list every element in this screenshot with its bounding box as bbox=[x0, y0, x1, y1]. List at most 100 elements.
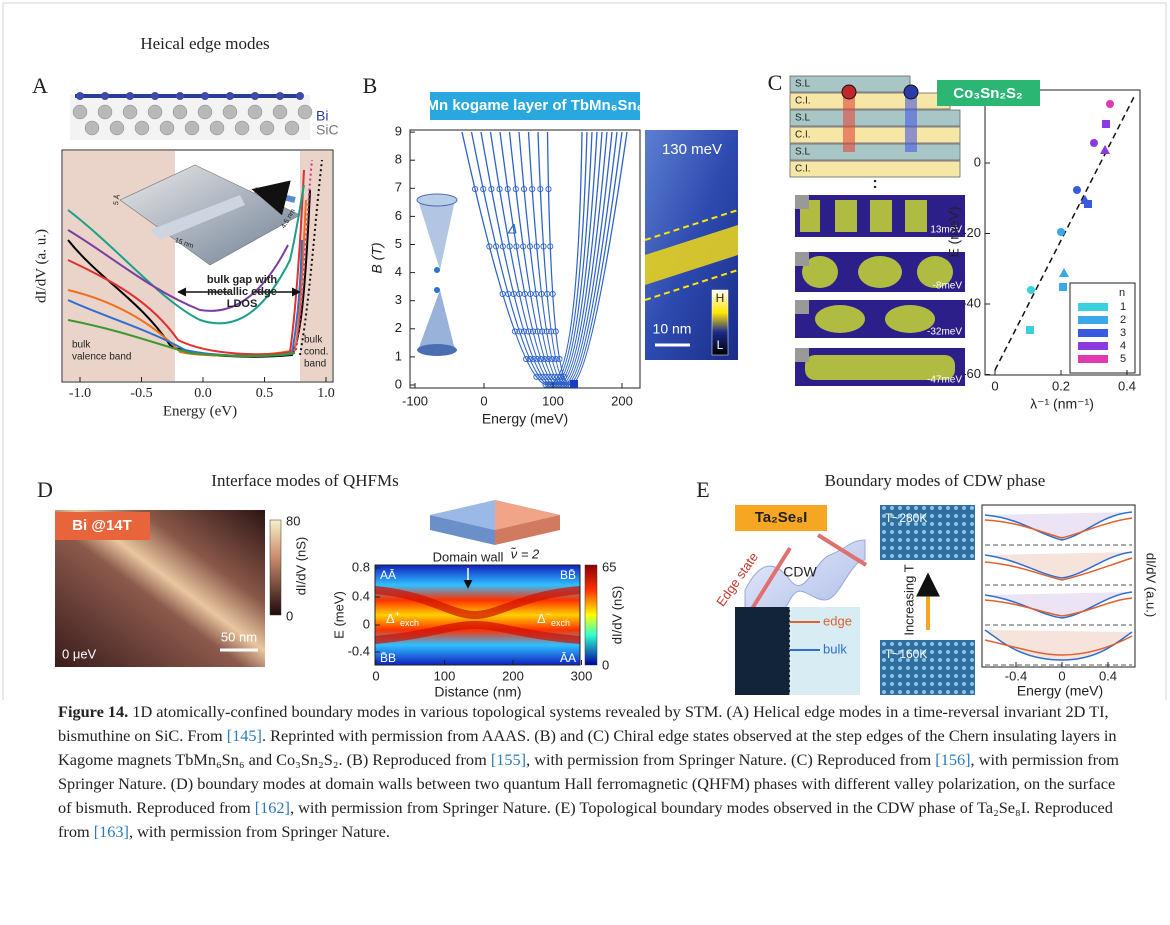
level-point bbox=[557, 373, 564, 380]
panel-a-art-g bbox=[72, 104, 313, 136]
panel-a-art-g-circle bbox=[201, 92, 209, 100]
map-label: -8meV bbox=[933, 281, 963, 292]
level-point bbox=[549, 290, 556, 297]
panel-a-art-g-path bbox=[299, 159, 323, 356]
annotation: LDOS bbox=[227, 298, 258, 310]
caption-ref: [155] bbox=[490, 750, 527, 769]
x-tick-label: 0.5 bbox=[256, 386, 274, 401]
level-point bbox=[493, 243, 500, 250]
panel-c-art-g-rect bbox=[805, 355, 955, 380]
legend-label: 2 bbox=[1120, 314, 1126, 326]
annotation: Domain wall bbox=[433, 549, 504, 564]
colorbar-label: H bbox=[716, 291, 725, 305]
level-point bbox=[548, 328, 555, 335]
panel-c-art-g-circle bbox=[1027, 286, 1035, 294]
figure-frame bbox=[2, 2, 1167, 700]
legend-label: 3 bbox=[1120, 327, 1126, 339]
panel-b-art bbox=[409, 129, 739, 389]
panel-c-art-g-path bbox=[1080, 195, 1090, 204]
level-point bbox=[537, 356, 545, 363]
panel-a-art-g-circle bbox=[76, 92, 84, 100]
level-point bbox=[520, 243, 527, 250]
panel-c-art-path bbox=[994, 94, 1136, 371]
legend-swatch bbox=[1078, 342, 1108, 350]
atom-label: SiC bbox=[316, 122, 339, 138]
panel-c-art-g bbox=[1026, 100, 1114, 334]
panel-a-art-path bbox=[150, 195, 245, 240]
level-point bbox=[549, 356, 556, 363]
panel-a-art-g-circle bbox=[222, 104, 238, 120]
panel-b-art-ellipse bbox=[417, 344, 457, 356]
panel-a-art-g-circle bbox=[126, 92, 134, 100]
panel-a-art-g-circle bbox=[159, 120, 175, 136]
caption-ref: [156] bbox=[935, 750, 971, 769]
x-tick-label: 200 bbox=[502, 668, 524, 683]
legend-title: n bbox=[1119, 287, 1125, 299]
level-point bbox=[520, 186, 528, 193]
panel-b-art-path bbox=[645, 225, 738, 285]
panel-b-art-path bbox=[418, 200, 455, 270]
annotation: CDW bbox=[783, 564, 817, 580]
x-tick-label: 0 bbox=[1058, 668, 1065, 683]
caption-plain: . Reprinted with permission from AAAS. (… bbox=[58, 726, 1117, 769]
panel-a-art-g-circle bbox=[209, 120, 225, 136]
inset-label: 5 Å bbox=[111, 193, 122, 205]
banner bbox=[55, 512, 150, 540]
y-tick-label: 0.8 bbox=[352, 559, 370, 574]
y-tick-label: 0 bbox=[395, 376, 402, 391]
caption-ref: [145] bbox=[226, 726, 262, 745]
gap-part: Δ bbox=[537, 611, 546, 626]
panel-e-art-g bbox=[985, 544, 1132, 666]
panel-a-art-g-circle bbox=[101, 92, 109, 100]
panel-c-art-g-rect bbox=[795, 348, 809, 362]
panel-a-art-g-circle bbox=[147, 104, 163, 120]
legend-swatch bbox=[1078, 355, 1108, 363]
panel-c-art-g-circle bbox=[1106, 100, 1114, 108]
level-point bbox=[488, 186, 495, 193]
legend-swatch bbox=[1078, 329, 1108, 337]
caption-ref: [162] bbox=[254, 798, 290, 817]
panel-c-art-g-rect bbox=[789, 92, 951, 110]
y-tick-label: 1 bbox=[395, 348, 402, 363]
level-point bbox=[534, 328, 541, 335]
x-tick-label: 1.0 bbox=[317, 386, 335, 401]
panel-c-art-g-ellipse bbox=[815, 305, 865, 333]
panel-a-art-g-path bbox=[67, 229, 289, 312]
y-tick-label: 5 bbox=[395, 236, 402, 251]
panel-a-art-g-circle bbox=[197, 104, 213, 120]
panel-letter: C bbox=[768, 70, 783, 95]
level-point bbox=[545, 356, 552, 363]
x-axis-label: λ⁻¹ (nm⁻¹) bbox=[1030, 396, 1094, 412]
panel-a-art bbox=[61, 92, 334, 383]
y-tick-label: -20 bbox=[962, 225, 981, 240]
atom-label: Bi bbox=[316, 108, 328, 124]
panel-e-art-g-path bbox=[984, 597, 1133, 617]
level-point bbox=[486, 243, 493, 250]
annotation: Increasing T bbox=[901, 564, 916, 635]
level-point bbox=[530, 328, 537, 335]
x-axis-label: Energy (meV) bbox=[482, 411, 568, 427]
level-point bbox=[560, 373, 567, 380]
panel-e-art-g-path bbox=[984, 591, 1133, 619]
level-point bbox=[504, 186, 511, 193]
annotation: metallic edge bbox=[207, 286, 277, 298]
annotation: bulk bbox=[72, 340, 91, 351]
caption-ref: [163] bbox=[93, 822, 129, 841]
map-label: -47meV bbox=[927, 375, 962, 386]
panel-d-art-path bbox=[374, 586, 581, 620]
x-axis-label: Energy (eV) bbox=[163, 403, 237, 419]
panel-c-art-g-circle bbox=[1090, 139, 1098, 147]
colorbar-tick: 0 bbox=[602, 657, 609, 672]
level-point bbox=[552, 328, 559, 335]
annotation: bulk gap with bbox=[207, 274, 278, 286]
y-tick-label: 0 bbox=[974, 154, 981, 169]
x-tick-label: -0.5 bbox=[130, 386, 152, 401]
x-tick-label: 0.0 bbox=[194, 386, 212, 401]
colorbar-label: dI/dV (nS) bbox=[609, 586, 624, 645]
panel-c-art-g-circle bbox=[1073, 186, 1081, 194]
panel-a-art-g bbox=[76, 92, 304, 100]
panel-c-art bbox=[789, 75, 1141, 386]
x-tick-label: 0.2 bbox=[1052, 378, 1070, 393]
panel-c-art-g bbox=[789, 75, 961, 178]
